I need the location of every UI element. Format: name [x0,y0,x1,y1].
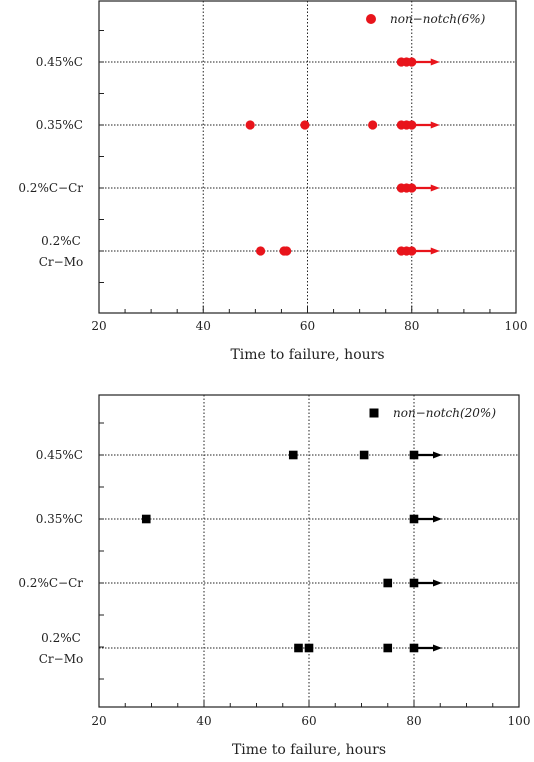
data-point [409,514,419,524]
data-point [368,120,378,130]
x-tick-label-60: 60 [300,319,315,333]
x-tick-label-40: 40 [196,714,211,728]
data-point [294,643,303,653]
runout-arrow-head [433,515,442,523]
x-tick-label-100: 100 [505,319,528,333]
data-point [409,578,419,588]
data-point [300,120,310,130]
data-point [407,183,417,193]
legend-marker [366,14,376,24]
data-point [245,120,255,130]
chart-non-notch-20: 20 40 60 80 100 Time to failure, hours 0.45%C 0… [18,394,531,758]
x-axis-title: Time to failure, hours [232,742,386,758]
category-label-line: 0.2%C [41,631,81,645]
runout-arrow-head [433,451,442,459]
category-label: 0.2%C−Cr [18,576,83,590]
runout-arrow-head [433,579,442,587]
data-point [407,57,417,67]
category-label: 0.45%C [36,55,83,69]
data-point [409,643,419,653]
category-label-line: Cr−Mo [39,652,83,666]
category-label-line: 0.2%C [41,234,81,248]
x-tick-label-20: 20 [91,319,106,333]
runout-arrow-head [430,121,440,129]
category-label: 0.35%C [36,118,83,132]
x-tick-label-20: 20 [91,714,106,728]
data-point [255,246,266,256]
runout-arrow-head [433,644,442,652]
runout-arrow-head [430,247,440,255]
data-point [304,643,314,653]
x-tick-label-40: 40 [196,319,211,333]
category-label: 0.45%C [36,448,83,462]
data-point [359,450,369,460]
x-tick-label-100: 100 [508,714,531,728]
data-point [282,246,292,256]
data-point [141,514,151,524]
x-axis-title: Time to failure, hours [230,347,384,363]
runout-arrow-head [430,58,440,66]
data-point [383,578,393,588]
data-point [383,643,393,653]
category-label-line: Cr−Mo [39,255,83,269]
chart-non-notch-6: 20 40 60 80 100 Time to failure, hours 0.45%C 0… [18,0,528,363]
runout-arrow-head [430,184,440,192]
x-tick-label-80: 80 [404,319,419,333]
data-point [409,450,419,460]
data-point [288,450,298,460]
data-point [407,120,417,130]
x-tick-label-60: 60 [301,714,316,728]
legend-label: non−notch(6%) [390,12,486,26]
legend-marker [369,408,379,418]
data-point [407,246,417,256]
x-tick-label-80: 80 [406,714,421,728]
category-label: 0.2%C−Cr [18,181,83,195]
category-label: 0.35%C [36,512,83,526]
legend-label: non−notch(20%) [393,406,496,420]
